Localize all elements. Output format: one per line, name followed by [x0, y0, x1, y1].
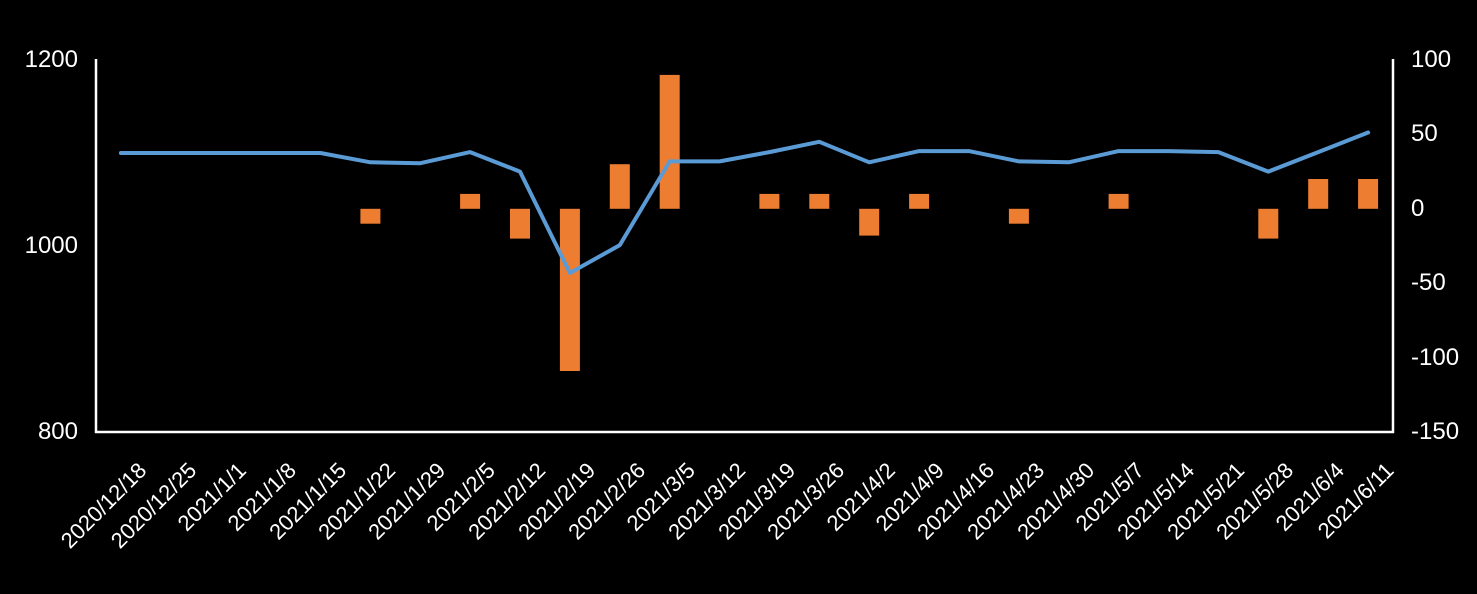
bar-2021/2/19 — [559, 208, 580, 371]
left-y-tick-1200: 1200 — [24, 46, 78, 73]
bar-2021/5/7 — [1108, 193, 1129, 209]
bar-2021/6/4 — [1308, 179, 1329, 209]
bar-2021/4/2 — [859, 208, 880, 236]
right-y-tick-50: 50 — [1411, 120, 1438, 148]
bar-2021/1/22 — [360, 208, 381, 224]
bar-2021/3/19 — [759, 193, 780, 209]
right-y-tick--100: -100 — [1411, 343, 1460, 371]
right-y-tick-100: 100 — [1411, 46, 1452, 73]
bar-2021/2/26 — [609, 164, 630, 209]
bar-2021/2/5 — [460, 193, 481, 209]
right-y-tick--50: -50 — [1411, 269, 1446, 297]
right-y-tick-0: 0 — [1411, 194, 1425, 222]
left-y-tick-800: 800 — [37, 418, 78, 445]
bar-2021/6/11 — [1358, 179, 1379, 209]
line-series — [118, 130, 1371, 275]
bar-2021/3/5 — [659, 74, 680, 209]
bar-2021/2/12 — [510, 208, 530, 239]
left-y-tick-1000: 1000 — [24, 232, 78, 259]
bar-2021/4/9 — [909, 193, 930, 209]
bar-2021/5/28 — [1258, 208, 1279, 239]
bar-2021/3/26 — [809, 193, 830, 209]
right-y-tick--150: -150 — [1411, 418, 1460, 445]
bar-2021/4/23 — [1008, 208, 1029, 224]
